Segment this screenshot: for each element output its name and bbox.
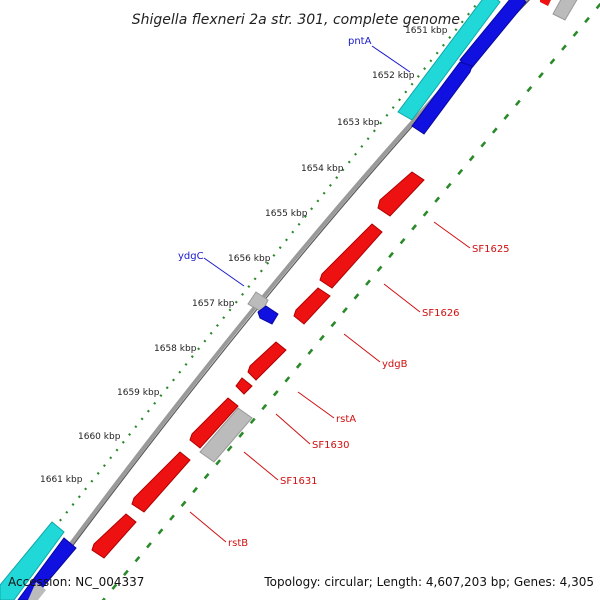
tick-label-1653: 1653 kbp [337, 118, 380, 128]
leader-SF1625 [433, 221, 471, 249]
gene-label-rstB: rstB [228, 538, 248, 549]
accession-text: Accession: NC_004337 [8, 575, 145, 589]
map-title: Shigella flexneri 2a str. 301, complete … [132, 12, 460, 28]
leader-ydgC [203, 257, 245, 287]
gene-arrow-SF1630 [189, 397, 239, 449]
gene-label-SF1626: SF1626 [422, 308, 460, 319]
gene-block-blue-bottom [17, 537, 77, 600]
leader-rstB [189, 511, 227, 543]
gene-block-grey-SF1631 [199, 407, 253, 463]
gene-arrow-pntA [411, 61, 473, 135]
gene-block-red-top [540, 0, 551, 6]
tick-label-1654: 1654 kbp [301, 164, 344, 174]
leader-pntA [371, 45, 411, 73]
gene-label-ydgB: ydgB [382, 359, 408, 370]
gene-label-ydgC: ydgC [178, 251, 204, 262]
tick-label-1661: 1661 kbp [40, 475, 83, 485]
gene-arrow-SF1625 [377, 171, 425, 217]
topology-summary: Topology: circular; Length: 4,607,203 bp… [264, 575, 594, 589]
tick-label-1658: 1658 kbp [154, 344, 197, 354]
gene-block-cyan-top [397, 0, 501, 121]
gene-label-rstA: rstA [336, 414, 356, 425]
inner-tick-ring [101, 2, 600, 600]
gene-block-grey-bottom [28, 582, 46, 600]
gene-arrow-ydgC [257, 305, 279, 325]
tick-label-1655: 1655 kbp [265, 209, 308, 219]
leader-ydgB [343, 333, 381, 363]
gene-label-pntA: pntA [348, 36, 372, 47]
gene-label-SF1630: SF1630 [312, 440, 350, 451]
leader-rstA [297, 391, 335, 419]
genome-backbone-shadow [31, 0, 531, 600]
tick-label-1656: 1656 kbp [228, 254, 271, 264]
tick-label-1659: 1659 kbp [117, 388, 160, 398]
leader-SF1630 [275, 413, 311, 445]
gene-arrow-SF1631 [131, 451, 191, 513]
gene-arrow-small [235, 377, 253, 395]
leader-SF1631 [243, 451, 279, 481]
gene-arrow-ydgB [293, 287, 331, 325]
gene-label-SF1631: SF1631 [280, 476, 318, 487]
tick-label-1651: 1651 kbp [405, 26, 448, 36]
tick-label-1660: 1660 kbp [78, 432, 121, 442]
leader-SF1626 [383, 283, 421, 313]
gene-arrow-SF1626 [319, 223, 383, 289]
tick-label-1657: 1657 kbp [192, 299, 235, 309]
gene-arrow-rstA [247, 341, 287, 381]
gene-label-SF1625: SF1625 [472, 244, 510, 255]
gene-block-cyan-bottom [0, 521, 65, 600]
gene-block-grey-top [552, 0, 578, 21]
tick-label-1652: 1652 kbp [372, 71, 415, 81]
gene-arrow-rstB [91, 513, 137, 559]
